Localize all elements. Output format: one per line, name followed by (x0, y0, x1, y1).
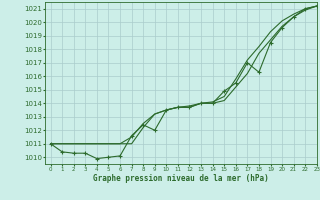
X-axis label: Graphe pression niveau de la mer (hPa): Graphe pression niveau de la mer (hPa) (93, 174, 269, 183)
